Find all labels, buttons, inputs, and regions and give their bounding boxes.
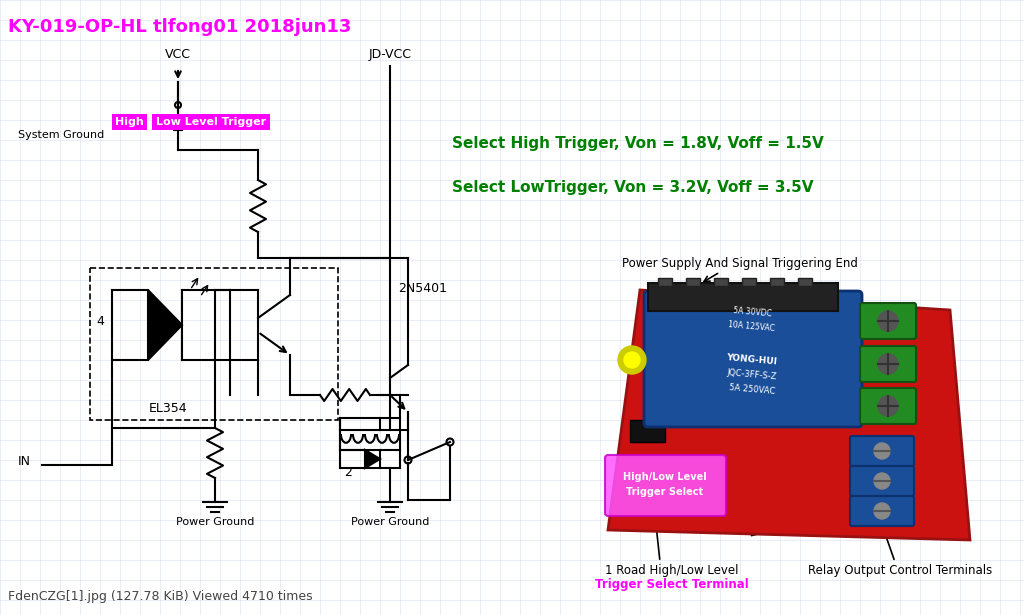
Text: 5A 30VDC: 5A 30VDC (732, 306, 772, 318)
Text: 4: 4 (96, 315, 104, 328)
Text: KY-019-OP-HL tlfong01 2018jun13: KY-019-OP-HL tlfong01 2018jun13 (8, 18, 351, 36)
FancyBboxPatch shape (860, 388, 916, 424)
Bar (648, 283, 838, 311)
FancyBboxPatch shape (860, 346, 916, 382)
Polygon shape (365, 450, 380, 468)
FancyBboxPatch shape (152, 114, 270, 130)
Text: EL354: EL354 (148, 402, 187, 415)
Circle shape (878, 311, 898, 331)
Circle shape (878, 354, 898, 374)
Polygon shape (148, 290, 182, 360)
Text: FdenCZG[1].jpg (127.78 KiB) Viewed 4710 times: FdenCZG[1].jpg (127.78 KiB) Viewed 4710 … (8, 590, 312, 603)
Text: System Ground: System Ground (18, 130, 104, 140)
Text: 1 Road High/Low Level: 1 Road High/Low Level (605, 564, 738, 577)
FancyBboxPatch shape (850, 496, 914, 526)
Text: JD-VCC: JD-VCC (369, 48, 412, 61)
FancyBboxPatch shape (860, 303, 916, 339)
Text: IN: IN (18, 455, 31, 468)
Bar (90, 268, 338, 420)
Text: 50mm: 50mm (677, 515, 719, 536)
Text: High/Low Level: High/Low Level (624, 472, 707, 482)
Text: YONG-HUI: YONG-HUI (726, 353, 778, 367)
Circle shape (874, 443, 890, 459)
Circle shape (874, 473, 890, 489)
Polygon shape (608, 290, 970, 540)
Text: Trigger Select: Trigger Select (627, 487, 703, 497)
Text: VCC: VCC (165, 48, 191, 61)
Text: Low Level Trigger: Low Level Trigger (156, 117, 266, 127)
Text: High: High (115, 117, 143, 127)
Bar (742, 278, 756, 286)
Text: 2N5401: 2N5401 (398, 282, 447, 295)
Bar (658, 278, 672, 286)
Text: JQC-3FF-S-Z: JQC-3FF-S-Z (727, 368, 777, 382)
Bar (340, 418, 400, 450)
FancyBboxPatch shape (112, 114, 147, 130)
Bar (714, 278, 728, 286)
FancyBboxPatch shape (644, 291, 862, 427)
FancyBboxPatch shape (850, 466, 914, 496)
FancyBboxPatch shape (605, 455, 726, 516)
Circle shape (624, 352, 640, 368)
Text: Power Supply And Signal Triggering End: Power Supply And Signal Triggering End (622, 257, 858, 270)
Bar (686, 278, 700, 286)
Text: Relay Output Control Terminals: Relay Output Control Terminals (808, 564, 992, 577)
Circle shape (874, 503, 890, 519)
FancyBboxPatch shape (850, 436, 914, 466)
Bar (770, 278, 784, 286)
Text: Select LowTrigger, Von = 3.2V, Voff = 3.5V: Select LowTrigger, Von = 3.2V, Voff = 3.… (452, 180, 813, 195)
Bar (630, 420, 665, 442)
Circle shape (878, 396, 898, 416)
Text: Power Ground: Power Ground (351, 517, 429, 527)
Text: 5A 250VAC: 5A 250VAC (729, 384, 775, 397)
Bar (798, 278, 812, 286)
Text: Select High Trigger, Von = 1.8V, Voff = 1.5V: Select High Trigger, Von = 1.8V, Voff = … (452, 136, 823, 151)
Text: Power Ground: Power Ground (176, 517, 254, 527)
Circle shape (618, 346, 646, 374)
Text: Trigger Select Terminal: Trigger Select Terminal (595, 578, 749, 591)
Text: 25mm: 25mm (902, 410, 942, 423)
Text: 10A 125VAC: 10A 125VAC (728, 320, 775, 333)
Text: 2: 2 (344, 466, 352, 479)
